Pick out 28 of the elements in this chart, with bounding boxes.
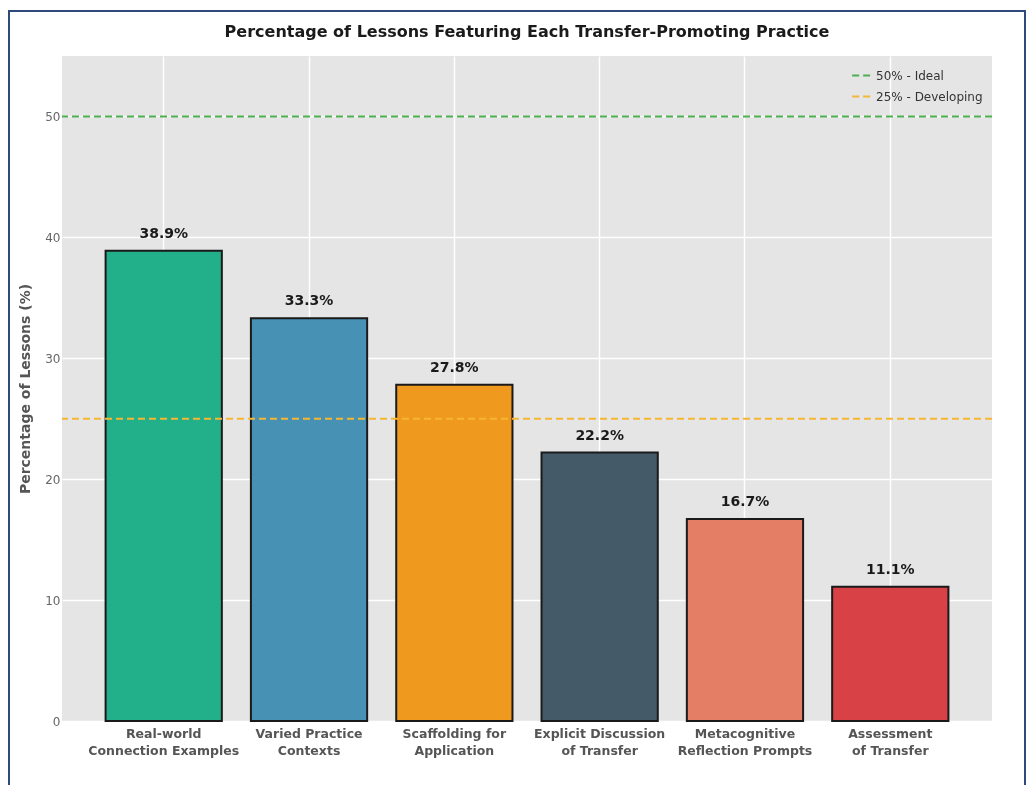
- data-label: 33.3%: [284, 292, 334, 309]
- y-axis-title: Percentage of Lessons (%): [17, 283, 34, 495]
- data-label: 22.2%: [575, 426, 624, 443]
- x-tick-label: Varied Practice Contexts: [255, 725, 363, 758]
- bar: [831, 585, 950, 722]
- data-label: 11.1%: [865, 560, 915, 577]
- x-tick-label: Metacognitive Reflection Prompts: [677, 725, 813, 758]
- y-tick-label: 30: [45, 351, 61, 366]
- x-tick-label: Scaffolding for Application: [402, 725, 507, 758]
- y-tick-label: 50: [45, 109, 61, 124]
- x-tick-label: Real-world Connection Examples: [88, 725, 240, 758]
- x-tick-label: Explicit Discussion of Transfer: [534, 725, 666, 758]
- bar: [249, 317, 369, 722]
- data-label: 38.9%: [139, 224, 189, 241]
- y-tick-label: 40: [45, 230, 61, 245]
- bar: [685, 518, 805, 722]
- data-label: 27.8%: [430, 358, 479, 375]
- bar: [104, 249, 223, 722]
- chart-title: Percentage of Lessons Featuring Each Transfer-Promoting Practice: [224, 22, 830, 41]
- y-tick-label: 0: [52, 714, 61, 729]
- legend-label: 50% - Ideal: [876, 68, 944, 83]
- y-tick-label: 10: [45, 593, 61, 608]
- bar: [540, 451, 659, 722]
- legend-label: 25% - Developing: [876, 89, 983, 104]
- data-label: 16.7%: [720, 493, 770, 510]
- y-tick-label: 20: [45, 472, 61, 487]
- bar: [395, 383, 514, 722]
- x-tick-label: Assessment of Transfer: [848, 725, 933, 758]
